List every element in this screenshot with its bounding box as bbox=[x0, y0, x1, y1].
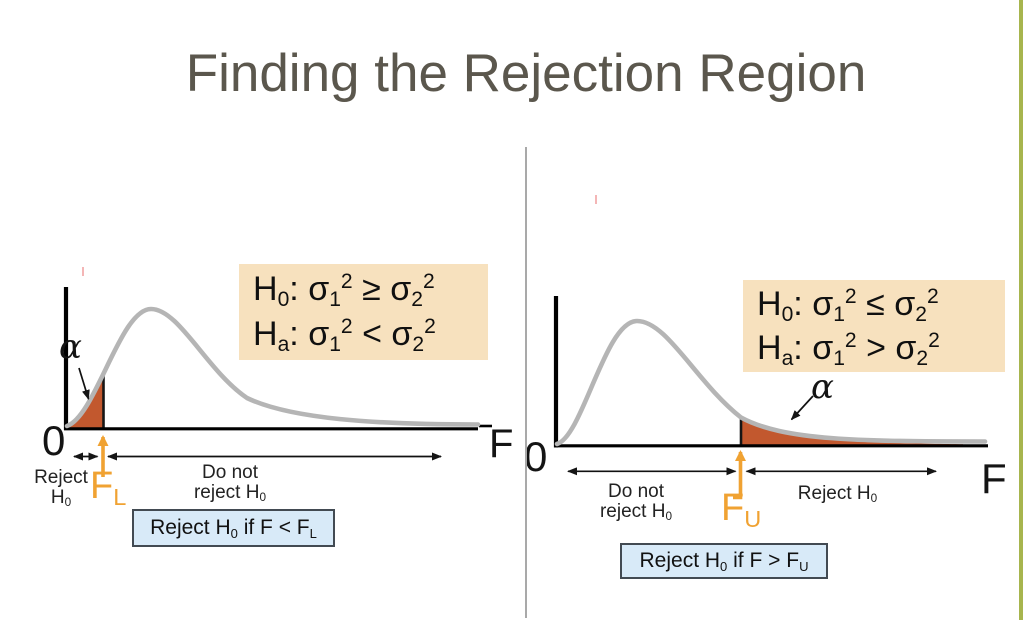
right-critical-value-arrow bbox=[733, 450, 746, 500]
right-alt-hypothesis: Ha: σ12 > σ22 bbox=[757, 329, 940, 370]
left-alt-hypothesis: Ha: σ12 < σ22 bbox=[253, 315, 436, 356]
right-origin-label: 0 bbox=[524, 433, 548, 480]
right-density-curve bbox=[554, 318, 988, 447]
right-hypothesis-box: H0: σ12 ≤ σ22 Ha: σ12 > σ22 bbox=[743, 280, 1005, 372]
left-origin-label: 0 bbox=[42, 417, 66, 464]
right-rejection-area bbox=[741, 419, 963, 446]
right-alpha-label: α bbox=[811, 367, 834, 407]
left-decision-rule-text: Reject H0 if F < FL bbox=[150, 516, 317, 541]
right-decision-rule-box: Reject H0 if F > FU bbox=[620, 543, 828, 579]
right-do-not-reject-label: Do not reject H0 bbox=[599, 481, 672, 524]
left-hypothesis-box: H0: σ12 ≥ σ22 Ha: σ12 < σ22 bbox=[239, 264, 488, 360]
right-alpha-arrow bbox=[790, 395, 814, 421]
left-do-not-reject-label: Do not reject H0 bbox=[193, 462, 266, 505]
left-null-hypothesis: H0: σ12 ≥ σ22 bbox=[253, 270, 435, 311]
page-title: Finding the Rejection Region bbox=[185, 44, 867, 103]
left-axis-f-label: F bbox=[489, 422, 514, 466]
left-decision-rule-box: Reject H0 if F < FL bbox=[132, 509, 335, 547]
right-critical-value-label: FU bbox=[721, 487, 762, 532]
left-alpha-arrow bbox=[78, 367, 90, 400]
left-rejection-area bbox=[67, 374, 104, 428]
right-edge-accent-bar bbox=[1019, 0, 1023, 620]
right-axis-f-label: F bbox=[981, 455, 1007, 502]
left-alpha-label: α bbox=[59, 327, 82, 367]
right-decision-rule-text: Reject H0 if F > FU bbox=[639, 549, 809, 574]
panel-divider bbox=[525, 147, 527, 618]
left-critical-value-label: FL bbox=[90, 465, 127, 510]
left-density-curve bbox=[64, 306, 481, 429]
right-null-hypothesis: H0: σ12 ≤ σ22 bbox=[757, 285, 939, 326]
right-reject-region-label: Reject H0 bbox=[797, 483, 878, 506]
left-reject-region-label: Reject H0 bbox=[34, 467, 88, 510]
